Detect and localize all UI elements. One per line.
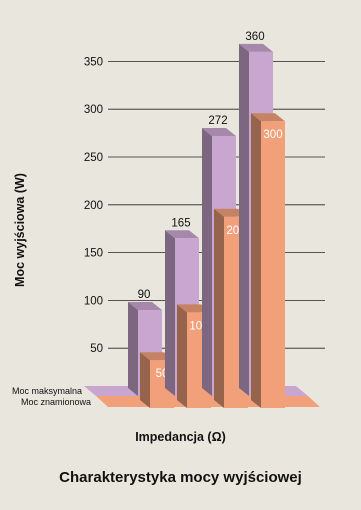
y-tick-label: 350	[84, 56, 103, 68]
bar-max-side	[239, 43, 249, 397]
y-tick-label: 250	[84, 152, 103, 164]
bar-nominal-side	[140, 352, 150, 408]
bar-nominal-side	[214, 208, 224, 408]
chart-title: Charakterystyka mocy wyjściowej	[59, 469, 302, 486]
bar-nominal-side	[251, 113, 261, 408]
bar-max-side	[128, 301, 138, 396]
legend-label-max: Moc maksymalna	[12, 386, 82, 396]
data-label-max: 165	[171, 217, 190, 229]
bar-max-top	[128, 301, 162, 310]
y-tick-label: 100	[84, 295, 103, 307]
y-tick-label: 150	[84, 248, 103, 260]
bar-max-top	[239, 43, 273, 52]
bar-nominal	[251, 113, 285, 408]
x-axis-label: Impedancja (Ω)	[135, 430, 226, 444]
data-label-max: 360	[245, 31, 264, 43]
y-tick-label: 50	[90, 343, 103, 355]
data-label-max: 90	[138, 289, 151, 301]
bar-max-side	[165, 230, 175, 396]
bar-max-side	[202, 127, 212, 396]
data-label-max: 272	[208, 115, 227, 127]
data-label-nominal: 300	[263, 129, 282, 141]
y-tick-label: 300	[84, 104, 103, 116]
y-axis-label: Moc wyjściowa (W)	[13, 173, 27, 287]
legend-label-nominal: Moc znamionowa	[21, 397, 91, 407]
bar-nominal-front	[261, 121, 285, 408]
bar-nominal-side	[177, 304, 187, 408]
bar-nominal-top	[251, 113, 285, 122]
bar-max-top	[202, 127, 236, 136]
bar-max-top	[165, 230, 199, 239]
y-tick-label: 200	[84, 200, 103, 212]
